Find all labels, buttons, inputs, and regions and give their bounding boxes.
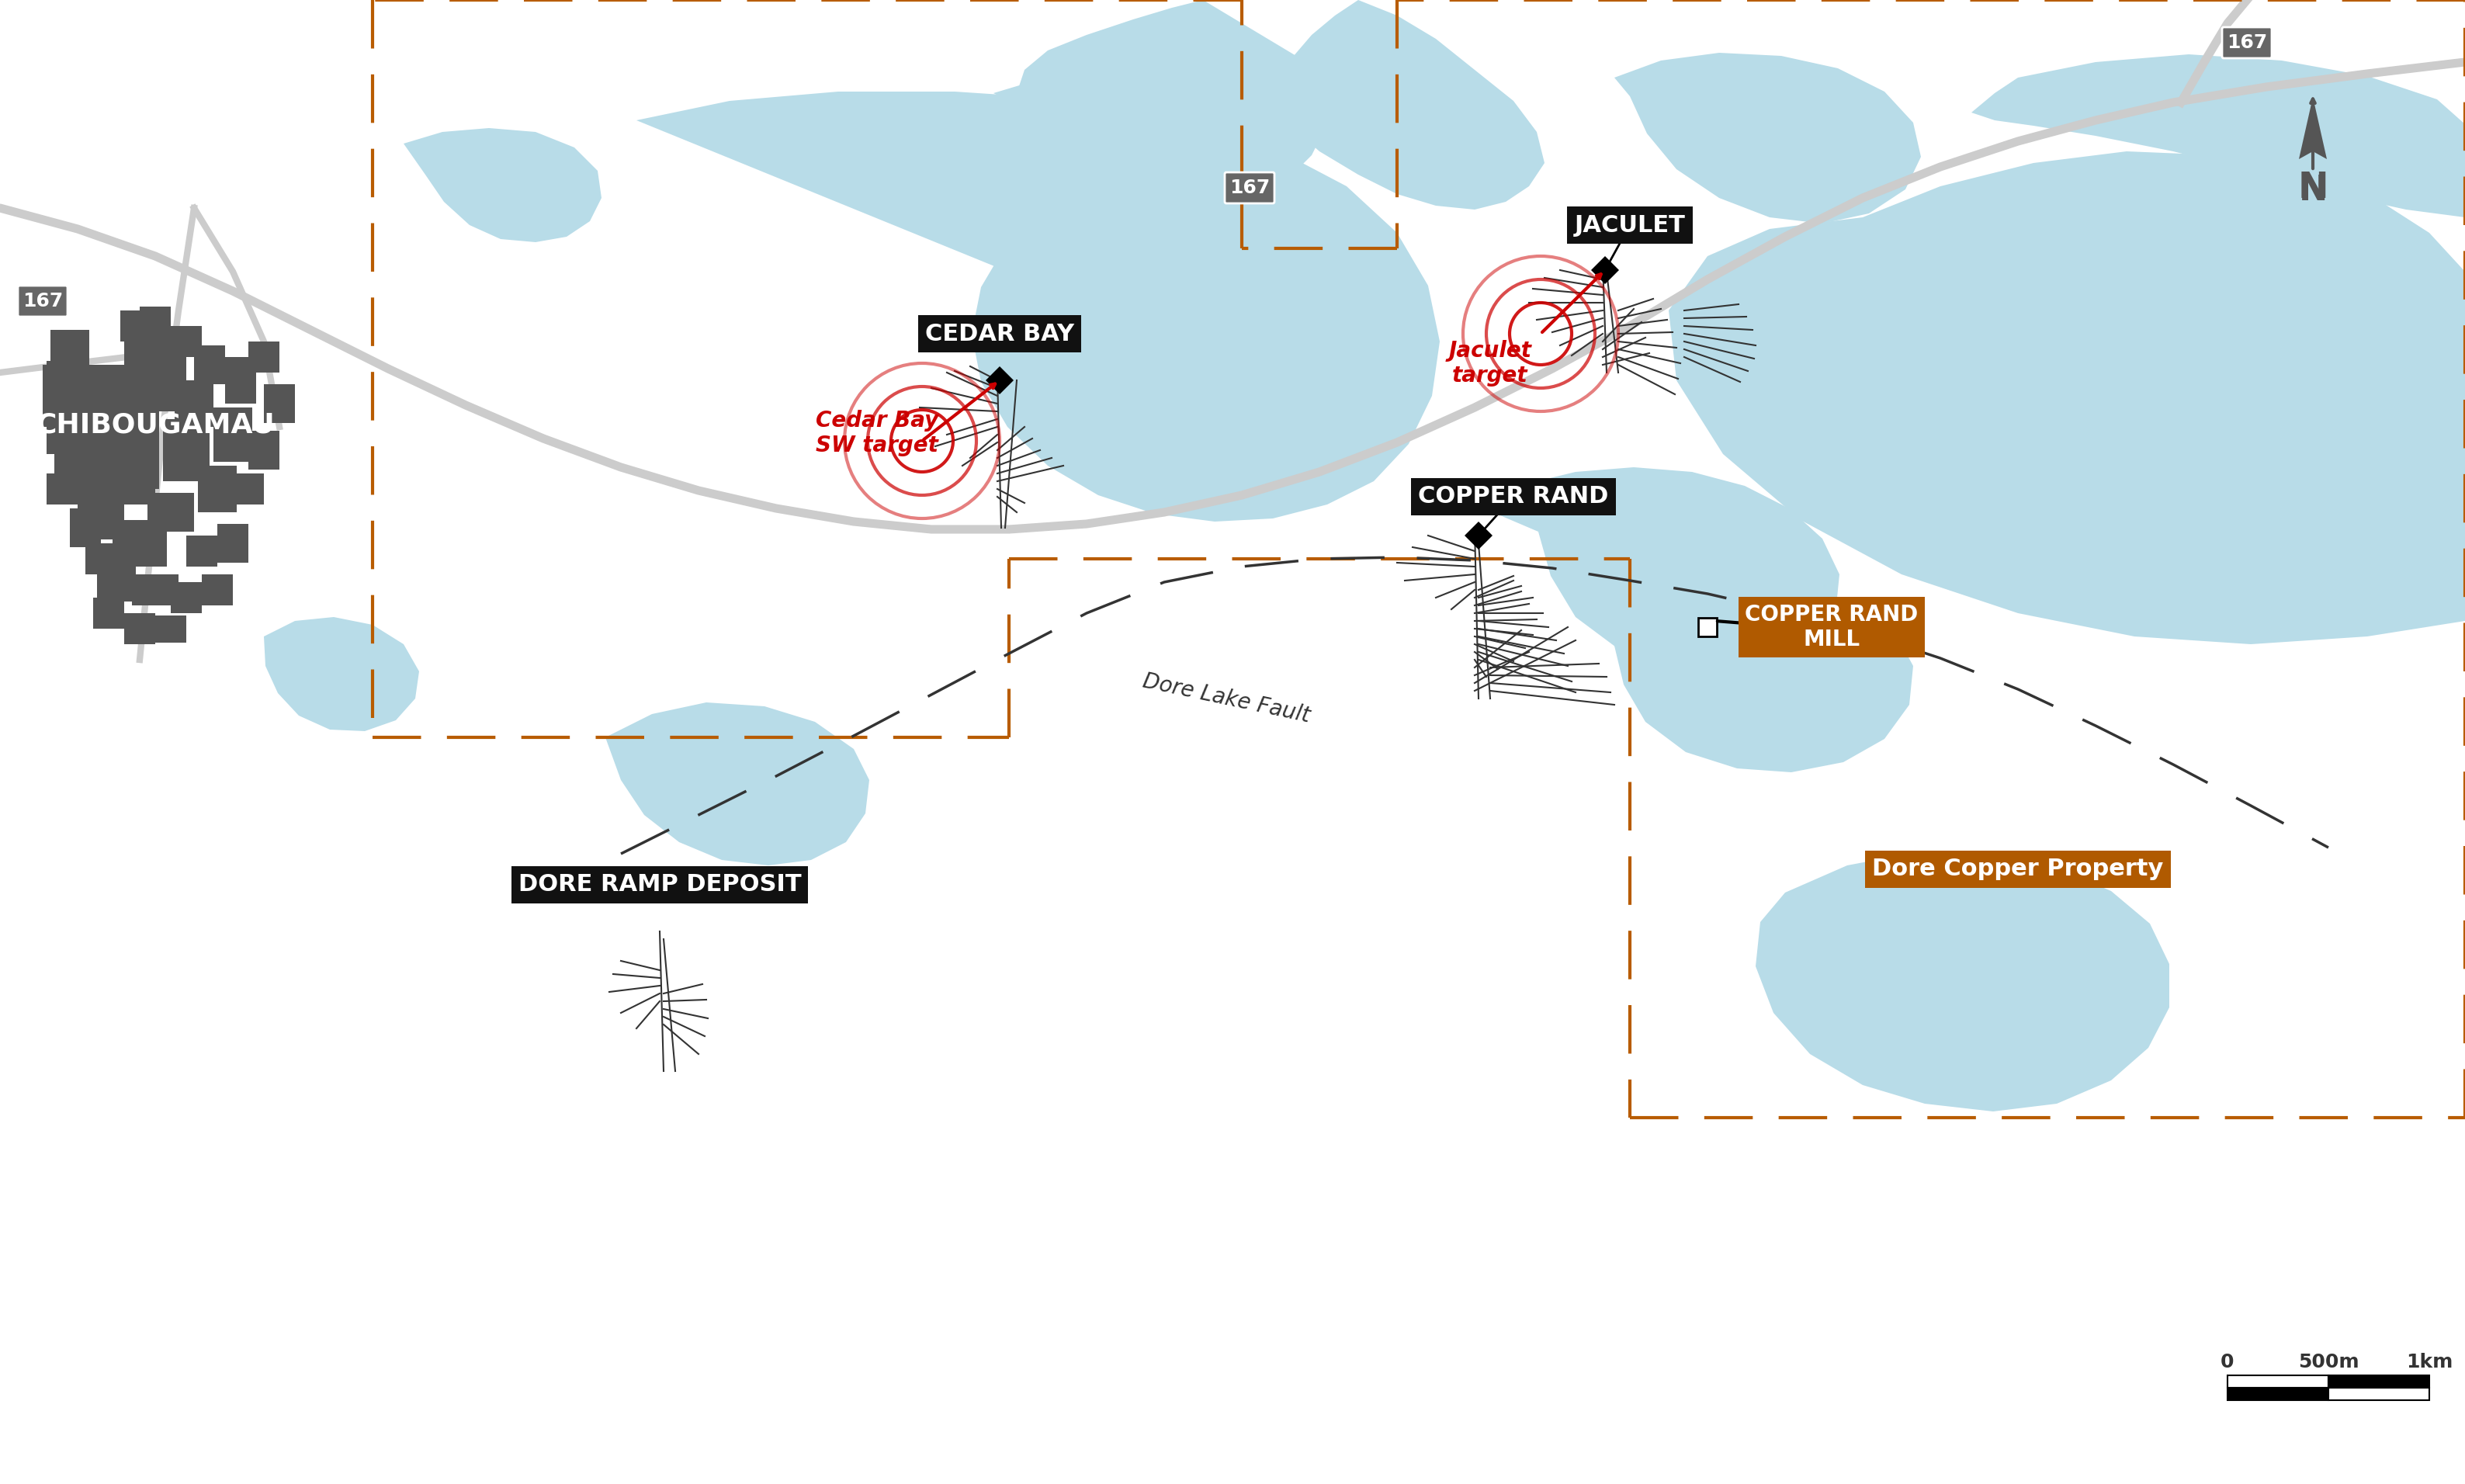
Polygon shape (1669, 151, 2465, 644)
Bar (2329, 1376, 2430, 1388)
Bar (67, 365, 160, 488)
Text: Dore Lake Fault: Dore Lake Fault (1141, 671, 1311, 727)
Text: N: N (2297, 171, 2329, 205)
Bar (170, 582, 202, 613)
Bar (133, 574, 177, 605)
Bar (54, 427, 101, 488)
Bar (187, 536, 217, 567)
Bar (123, 613, 155, 644)
Text: CHIBOUGAMAU: CHIBOUGAMAU (37, 413, 274, 439)
Bar (249, 430, 279, 469)
Text: 167: 167 (2226, 33, 2268, 52)
Bar (141, 307, 170, 346)
Bar (1698, 617, 1716, 637)
Text: 167: 167 (1230, 178, 1269, 197)
Text: COPPER RAND: COPPER RAND (1417, 485, 1610, 508)
Bar (214, 408, 251, 462)
Text: JACULET: JACULET (1575, 214, 1686, 236)
Bar (197, 466, 237, 512)
Polygon shape (1464, 521, 1491, 549)
Polygon shape (264, 617, 419, 732)
Text: Cedar Bay
SW target: Cedar Bay SW target (816, 410, 939, 457)
Bar (175, 380, 214, 427)
Bar (86, 543, 116, 574)
Polygon shape (1755, 852, 2169, 1112)
Text: 1km: 1km (2406, 1353, 2453, 1371)
Polygon shape (636, 92, 1440, 521)
Polygon shape (1615, 579, 1913, 772)
Bar (195, 346, 224, 384)
Polygon shape (404, 128, 601, 242)
Bar (113, 519, 168, 567)
FancyBboxPatch shape (17, 285, 67, 316)
FancyBboxPatch shape (1225, 172, 1274, 203)
Text: Dore Copper Property: Dore Copper Property (1873, 858, 2164, 880)
Bar (202, 574, 232, 605)
Bar (249, 341, 279, 372)
Bar (2228, 1388, 2329, 1401)
Bar (69, 509, 101, 548)
Text: COPPER RAND
MILL: COPPER RAND MILL (1745, 604, 1918, 650)
Bar (217, 524, 249, 562)
Bar (42, 365, 96, 427)
Text: 500m: 500m (2297, 1353, 2359, 1371)
Polygon shape (1615, 53, 1920, 224)
Bar (123, 334, 187, 411)
Bar (121, 310, 143, 341)
Polygon shape (1282, 0, 1546, 209)
Text: CEDAR BAY: CEDAR BAY (924, 322, 1075, 344)
Polygon shape (1972, 55, 2465, 217)
Bar (224, 358, 256, 404)
Bar (2228, 1376, 2329, 1388)
Bar (148, 493, 195, 531)
Bar (2329, 1388, 2430, 1401)
Text: Jaculet
target: Jaculet target (1449, 340, 1531, 387)
Polygon shape (1016, 0, 1336, 206)
Bar (170, 326, 202, 358)
Text: 167: 167 (22, 292, 64, 310)
FancyBboxPatch shape (2221, 27, 2273, 58)
Polygon shape (1590, 257, 1620, 283)
Bar (49, 329, 89, 368)
Bar (94, 459, 155, 505)
Text: DORE RAMP DEPOSIT: DORE RAMP DEPOSIT (518, 874, 801, 896)
Bar (47, 473, 76, 505)
Bar (155, 614, 187, 643)
Bar (47, 416, 76, 454)
Polygon shape (986, 367, 1013, 395)
Text: N: N (2297, 174, 2327, 206)
Bar (47, 361, 76, 399)
Polygon shape (2300, 96, 2327, 159)
Text: 0: 0 (2221, 1353, 2233, 1371)
Polygon shape (606, 702, 870, 865)
Polygon shape (993, 82, 1208, 184)
Bar (76, 485, 123, 539)
Bar (232, 473, 264, 505)
Polygon shape (1474, 467, 1839, 675)
Polygon shape (1698, 617, 1716, 637)
Bar (96, 562, 136, 601)
Bar (264, 384, 296, 423)
Bar (163, 418, 210, 481)
Bar (94, 598, 123, 629)
